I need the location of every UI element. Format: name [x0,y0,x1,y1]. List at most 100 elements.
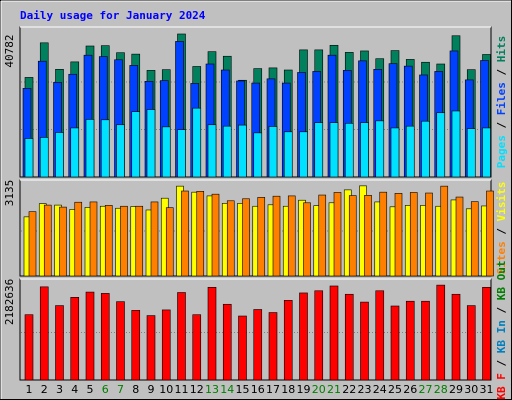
bar-pages-day-28 [436,112,446,178]
legend-entry: / [495,353,508,373]
bar-sites-day-6 [104,205,113,277]
x-tick-label-day-26: 26 [403,383,417,396]
legend-kbytes: KB F / KB In / KB Out [495,260,508,399]
x-tick-label-day-7: 7 [117,383,124,396]
bar-kbf-day-27 [421,300,430,381]
bar-kbf-day-11 [177,292,186,381]
y-max-label-kbytes: 2182636 [3,279,16,325]
legend-entry: Pages [495,135,508,168]
bar-pages-day-25 [390,127,400,178]
legend-entry: / [495,300,508,320]
bar-sites-day-28 [440,185,449,277]
bar-sites-day-20 [318,194,327,277]
x-tick-label-day-6: 6 [102,383,109,396]
bar-pages-day-15 [238,124,247,178]
bar-kbf-day-21 [329,285,339,381]
bar-pages-day-12 [192,107,202,178]
y-max-label-hits: 40782 [3,34,16,67]
bar-kbf-day-24 [375,290,385,381]
bar-sites-day-14 [226,200,235,277]
x-tick-label-day-8: 8 [132,383,139,396]
legend-entry: / [495,62,508,82]
legend-entry: / [495,221,508,241]
legend-entry: KB In [495,320,508,353]
x-tick-label-day-21: 21 [327,383,341,396]
bar-sites-day-31 [486,190,494,277]
bar-kbf-day-29 [451,293,461,381]
x-tick-label-day-12: 12 [190,383,204,396]
bar-kbf-day-19 [299,292,308,381]
bar-kbf-day-15 [238,315,247,381]
bar-pages-day-21 [329,122,339,178]
bar-sites-day-26 [409,192,418,277]
bar-kbf-day-31 [482,286,491,381]
bar-sites-day-19 [303,202,311,277]
bar-sites-day-2 [43,204,52,277]
x-axis-day-labels: 1 2 3 4 5 6 7 8 9 10 11 12 13 14 15 16 17 18 19 20 21 22 23 24 2… [26,383,494,396]
bar-kbf-day-12 [192,314,202,381]
chart-title: Daily usage for January 2024 [20,9,206,22]
bar-sites-day-29 [455,196,464,277]
bar-kbf-day-4 [70,297,80,381]
x-tick-label-day-5: 5 [87,383,94,396]
bar-kbf-day-18 [283,300,293,381]
x-tick-label-day-15: 15 [236,383,250,396]
bar-pages-day-5 [85,119,95,178]
bar-kbf-day-22 [344,293,354,381]
bar-kbf-day-23 [360,301,369,381]
bar-pages-day-4 [70,127,80,178]
bar-sites-day-4 [74,201,83,277]
bar-kbf-day-30 [466,305,476,381]
x-tick-label-day-19: 19 [297,383,311,396]
bar-sites-day-22 [348,195,357,277]
bar-kbf-day-1 [24,314,34,381]
bar-sites-day-27 [425,192,433,277]
bar-kbf-day-17 [268,312,278,381]
bar-sites-day-30 [470,201,479,277]
x-tick-label-day-3: 3 [56,383,63,396]
x-tick-label-day-11: 11 [175,383,189,396]
bar-pages-day-30 [466,128,476,178]
x-tick-label-day-16: 16 [251,383,265,396]
bar-kbf-day-3 [55,305,64,381]
bar-pages-day-17 [268,126,278,178]
bar-pages-day-27 [421,120,430,178]
bar-sites-day-7 [120,205,128,277]
bar-sites-day-10 [165,207,174,277]
bar-sites-day-12 [196,191,205,277]
bar-pages-day-18 [283,131,293,178]
bar-pages-day-26 [405,125,415,178]
bar-sites-day-17 [272,195,281,277]
x-tick-label-day-17: 17 [266,383,280,396]
bar-pages-day-20 [314,122,324,178]
bar-pages-day-29 [451,110,461,178]
x-tick-label-day-10: 10 [159,383,173,396]
bar-pages-day-7 [116,124,125,178]
bar-sites-day-11 [181,190,189,277]
bar-pages-day-3 [55,132,64,178]
bar-kbf-day-26 [405,300,415,381]
x-tick-label-day-2: 2 [41,383,48,396]
bar-sites-day-25 [394,193,403,277]
bar-pages-day-8 [131,111,141,178]
legend-entry: / [495,115,508,135]
bar-pages-day-2 [39,137,49,178]
bar-kbf-day-9 [146,315,156,381]
bar-kbf-day-28 [436,284,446,381]
bar-pages-day-31 [482,127,491,178]
bar-pages-day-6 [100,119,110,178]
x-tick-label-day-25: 25 [388,383,402,396]
bar-pages-day-9 [146,109,156,178]
bar-sites-day-16 [257,197,266,277]
bar-pages-day-11 [177,129,186,178]
bar-kbf-day-8 [131,310,141,381]
bar-sites-day-24 [379,191,388,277]
bar-pages-day-23 [360,122,369,178]
y-max-label-visits: 3135 [3,180,16,207]
bar-pages-day-22 [344,123,354,178]
bar-sites-day-5 [89,201,98,277]
x-tick-label-day-30: 30 [464,383,478,396]
bar-kbf-day-6 [100,293,110,381]
bar-pages-day-14 [222,125,232,178]
x-tick-label-day-13: 13 [205,383,219,396]
